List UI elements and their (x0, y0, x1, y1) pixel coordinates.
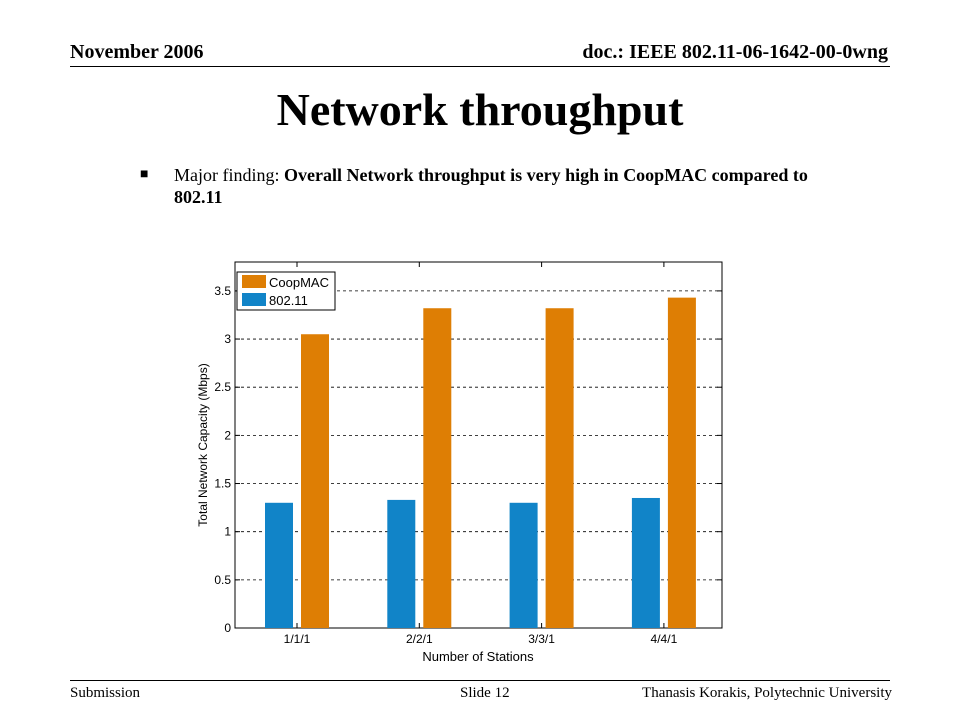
legend-swatch-coopmac (242, 275, 266, 288)
x-tick-label: 3/3/1 (528, 632, 555, 646)
bar-80211-4/4/1 (631, 497, 660, 628)
header-doc-id: doc.: IEEE 802.11-06-1642-00-0wng (582, 41, 888, 63)
bar-80211-2/2/1 (387, 499, 416, 628)
y-tick-label: 2.5 (214, 380, 231, 394)
y-axis-label: Total Network Capacity (Mbps) (196, 363, 210, 526)
bars (265, 297, 696, 628)
bullet-text: Major finding: Overall Network throughpu… (174, 164, 840, 208)
bar-coopmac-3/3/1 (545, 308, 574, 628)
y-tick-label: 3.5 (214, 284, 231, 298)
x-tick-label: 2/2/1 (406, 632, 433, 646)
y-tick-label: 1.5 (214, 477, 231, 491)
bar-coopmac-4/4/1 (667, 297, 696, 628)
legend: CoopMAC 802.11 (236, 271, 336, 311)
x-axis-label: Number of Stations (422, 649, 534, 664)
bullet-emphasis: Overall Network throughput is very high … (174, 165, 808, 207)
legend-label-coopmac: CoopMAC (269, 275, 329, 290)
x-tick-label: 1/1/1 (284, 632, 311, 646)
legend-label-80211: 802.11 (269, 293, 308, 308)
bar-coopmac-2/2/1 (423, 308, 452, 628)
bar-80211-3/3/1 (509, 502, 538, 628)
y-tick-label: 1 (224, 525, 231, 539)
y-tick-label: 0 (224, 621, 231, 635)
bullet-lead: Major finding: (174, 165, 284, 185)
footer-slide-number: Slide 12 (460, 685, 510, 701)
bar-80211-1/1/1 (265, 502, 293, 628)
y-tick-label: 0.5 (214, 573, 231, 587)
footer-author: Thanasis Korakis, Polytechnic University (642, 685, 892, 701)
y-tick-label: 3 (224, 332, 231, 346)
header-date: November 2006 (70, 41, 204, 63)
header-divider (70, 66, 890, 67)
x-tick-label: 4/4/1 (651, 632, 678, 646)
bullet-point: ■ Major finding: Overall Network through… (140, 164, 840, 208)
footer-submission: Submission (70, 685, 141, 701)
footer-divider (70, 680, 890, 681)
slide-title: Network throughput (276, 84, 684, 135)
bullet-square-icon: ■ (140, 167, 149, 182)
y-tick-label: 2 (224, 428, 231, 442)
axes: 0 0.5 1 1.5 2 2.5 3 3.5 1/1/1 2/2/1 3/3/1 4/4/1 (214, 262, 722, 646)
bar-coopmac-1/1/1 (301, 334, 329, 628)
throughput-bar-chart: 0 0.5 1 1.5 2 2.5 3 3.5 1/1/1 2/2/1 3/3/1 4/4/1 Coo… (196, 261, 723, 664)
legend-swatch-80211 (242, 293, 266, 306)
